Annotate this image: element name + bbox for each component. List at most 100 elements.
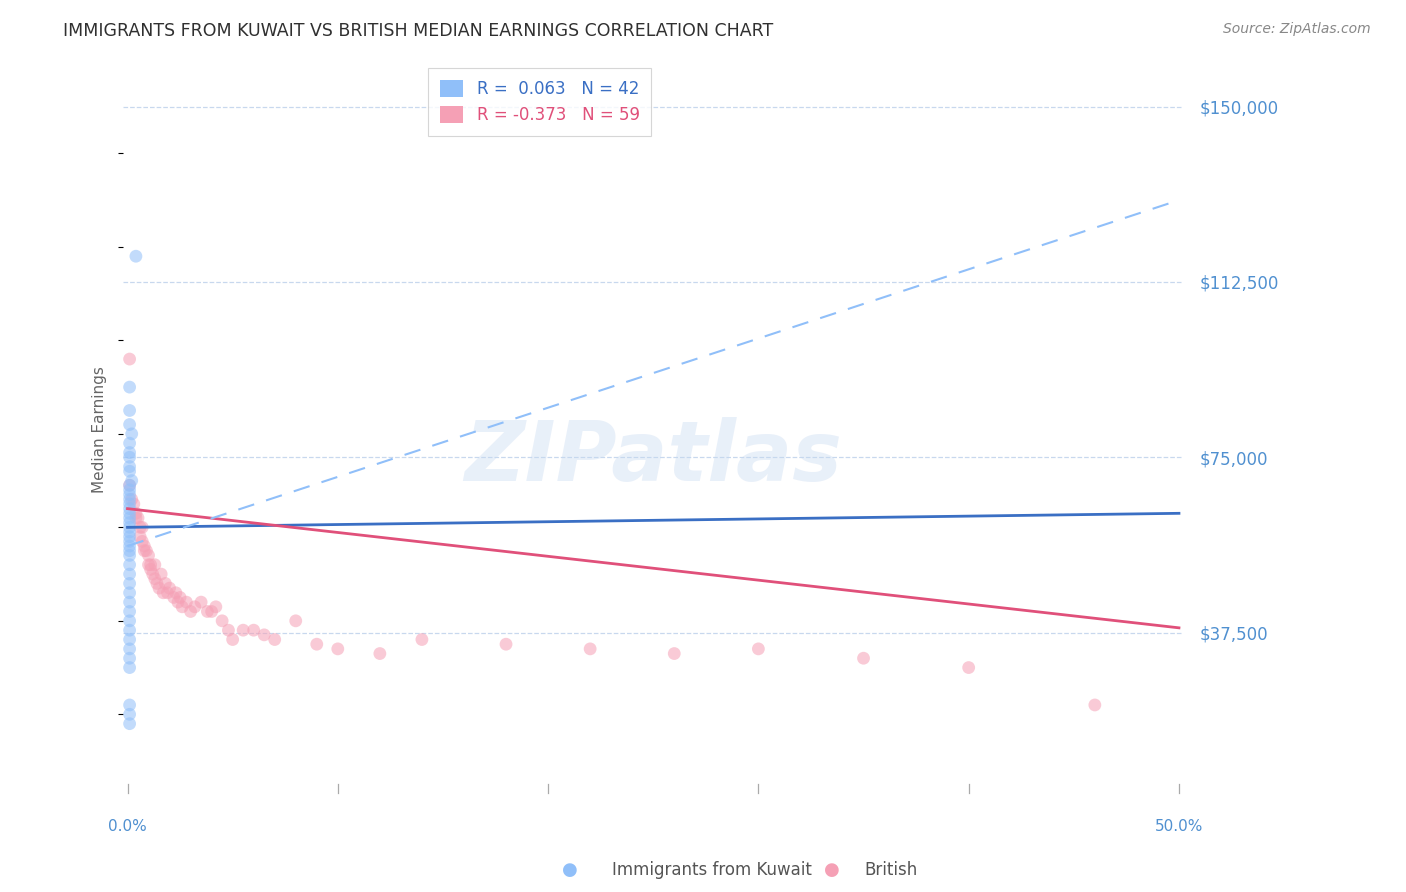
Point — [197, 605, 219, 619]
Point — [852, 651, 875, 665]
Point — [131, 534, 153, 549]
Point — [495, 637, 517, 651]
Point — [129, 520, 152, 534]
Point — [579, 641, 602, 656]
Point — [118, 483, 141, 497]
Point — [121, 426, 143, 441]
Point — [118, 543, 141, 558]
Point — [180, 605, 202, 619]
Point — [121, 474, 143, 488]
Text: 50.0%: 50.0% — [1154, 819, 1204, 833]
Point — [118, 576, 141, 591]
Point — [139, 562, 162, 576]
Point — [747, 641, 769, 656]
Point — [118, 605, 141, 619]
Point — [118, 623, 141, 637]
Point — [118, 716, 141, 731]
Point — [232, 623, 254, 637]
Point — [118, 478, 141, 492]
Text: Immigrants from Kuwait: Immigrants from Kuwait — [612, 861, 811, 879]
Point — [118, 595, 141, 609]
Point — [169, 591, 191, 605]
Text: British: British — [865, 861, 918, 879]
Point — [118, 403, 141, 417]
Point — [135, 543, 157, 558]
Point — [163, 591, 186, 605]
Point — [134, 539, 156, 553]
Point — [205, 599, 228, 614]
Point — [1084, 698, 1107, 712]
Point — [127, 511, 149, 525]
Legend: R =  0.063   N = 42, R = -0.373   N = 59: R = 0.063 N = 42, R = -0.373 N = 59 — [429, 68, 651, 136]
Point — [253, 628, 276, 642]
Point — [150, 567, 173, 582]
Point — [305, 637, 328, 651]
Point — [125, 511, 148, 525]
Point — [368, 647, 391, 661]
Point — [155, 576, 177, 591]
Point — [118, 586, 141, 600]
Point — [118, 534, 141, 549]
Point — [118, 478, 141, 492]
Point — [664, 647, 686, 661]
Point — [172, 599, 194, 614]
Point — [121, 492, 143, 507]
Point — [118, 445, 141, 459]
Point — [118, 698, 141, 712]
Point — [139, 558, 162, 572]
Point — [118, 567, 141, 582]
Point — [165, 586, 187, 600]
Point — [118, 660, 141, 674]
Point — [284, 614, 307, 628]
Point — [148, 581, 170, 595]
Point — [138, 558, 160, 572]
Point — [159, 581, 181, 595]
Text: ZIPatlas: ZIPatlas — [464, 417, 842, 498]
Point — [118, 520, 141, 534]
Point — [118, 497, 141, 511]
Point — [152, 586, 174, 600]
Point — [118, 651, 141, 665]
Point — [190, 595, 212, 609]
Text: IMMIGRANTS FROM KUWAIT VS BRITISH MEDIAN EARNINGS CORRELATION CHART: IMMIGRANTS FROM KUWAIT VS BRITISH MEDIAN… — [63, 22, 773, 40]
Point — [184, 599, 207, 614]
Point — [118, 524, 141, 539]
Point — [138, 549, 160, 563]
Point — [129, 530, 152, 544]
Text: Source: ZipAtlas.com: Source: ZipAtlas.com — [1223, 22, 1371, 37]
Point — [118, 516, 141, 530]
Point — [118, 530, 141, 544]
Point — [118, 506, 141, 520]
Point — [211, 614, 233, 628]
Text: ●: ● — [561, 861, 578, 879]
Text: ●: ● — [824, 861, 841, 879]
Point — [221, 632, 243, 647]
Point — [118, 632, 141, 647]
Point — [146, 576, 169, 591]
Point — [118, 492, 141, 507]
Y-axis label: Median Earnings: Median Earnings — [93, 366, 107, 492]
Point — [118, 436, 141, 450]
Point — [125, 249, 148, 263]
Point — [263, 632, 285, 647]
Point — [118, 417, 141, 432]
Point — [142, 567, 165, 582]
Text: 0.0%: 0.0% — [108, 819, 146, 833]
Point — [156, 586, 179, 600]
Point — [411, 632, 433, 647]
Point — [118, 488, 141, 502]
Point — [118, 614, 141, 628]
Point — [118, 641, 141, 656]
Point — [118, 464, 141, 478]
Point — [176, 595, 198, 609]
Point — [201, 605, 224, 619]
Point — [118, 459, 141, 474]
Point — [242, 623, 264, 637]
Point — [122, 497, 145, 511]
Point — [167, 595, 190, 609]
Point — [143, 558, 166, 572]
Point — [118, 707, 141, 722]
Point — [118, 558, 141, 572]
Point — [125, 506, 148, 520]
Point — [118, 511, 141, 525]
